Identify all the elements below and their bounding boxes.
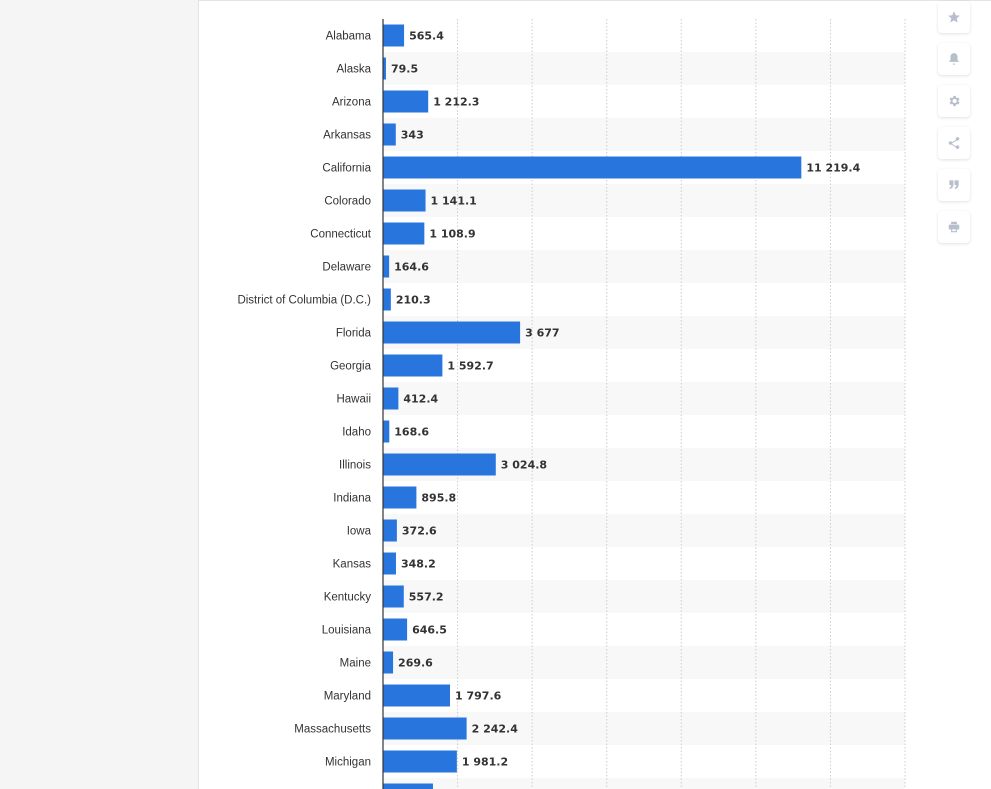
value-label: 372.6 bbox=[402, 525, 437, 538]
category-label: Delaware bbox=[322, 262, 371, 274]
value-label: 210.3 bbox=[396, 294, 431, 307]
value-label: 168.6 bbox=[394, 426, 429, 439]
row-band bbox=[383, 52, 905, 85]
category-label: Idaho bbox=[342, 427, 371, 439]
print-icon bbox=[947, 220, 961, 234]
share-button[interactable] bbox=[938, 127, 970, 159]
category-label: Arizona bbox=[332, 97, 372, 109]
chart-toolbar bbox=[938, 1, 971, 253]
bar[interactable] bbox=[383, 289, 391, 311]
gear-icon bbox=[947, 94, 961, 108]
bar[interactable] bbox=[383, 355, 442, 377]
category-label: Indiana bbox=[333, 493, 371, 505]
bar[interactable] bbox=[383, 388, 398, 410]
value-label: 343 bbox=[401, 129, 424, 142]
value-label: 1 141.1 bbox=[431, 195, 477, 208]
share-icon bbox=[947, 136, 961, 150]
bar[interactable] bbox=[383, 784, 433, 789]
value-label: 1 108.9 bbox=[429, 228, 475, 241]
value-label: 895.8 bbox=[421, 492, 456, 505]
value-label: 1 592.7 bbox=[447, 360, 493, 373]
category-label: Alaska bbox=[336, 64, 371, 76]
category-label: California bbox=[322, 163, 371, 175]
row-band bbox=[383, 250, 905, 283]
value-label: 565.4 bbox=[409, 30, 444, 43]
category-label: Maryland bbox=[324, 691, 371, 703]
notification-button[interactable] bbox=[938, 43, 970, 75]
bar[interactable] bbox=[383, 421, 389, 443]
bar[interactable] bbox=[383, 487, 416, 509]
bar[interactable] bbox=[383, 157, 801, 179]
value-label: 1 212.3 bbox=[433, 96, 479, 109]
row-band bbox=[383, 646, 905, 679]
value-label: 164.6 bbox=[394, 261, 429, 274]
value-label: 1 797.6 bbox=[455, 690, 502, 703]
category-label: Alabama bbox=[326, 31, 372, 43]
category-label: Georgia bbox=[330, 361, 372, 373]
category-label: Maine bbox=[340, 658, 371, 670]
bar[interactable] bbox=[383, 91, 428, 113]
chart-card: Alabama 565.4 Alaska 79.5 Arizona 1 212.3 Arka… bbox=[198, 0, 991, 789]
value-label: 412.4 bbox=[403, 393, 438, 406]
bar[interactable] bbox=[383, 223, 424, 245]
bar[interactable] bbox=[383, 718, 467, 740]
bell-icon bbox=[947, 52, 961, 66]
bar[interactable] bbox=[383, 553, 396, 575]
bar[interactable] bbox=[383, 652, 393, 674]
value-label: 269.6 bbox=[398, 657, 433, 670]
value-label: 646.5 bbox=[412, 624, 447, 637]
category-label: Kansas bbox=[333, 559, 372, 571]
bar[interactable] bbox=[383, 586, 404, 608]
value-label: 2 242.4 bbox=[472, 723, 519, 736]
value-label: 3 024.8 bbox=[501, 459, 547, 472]
category-label: Louisiana bbox=[322, 625, 372, 637]
category-label: Arkansas bbox=[323, 130, 371, 142]
value-label: 3 677 bbox=[525, 327, 559, 340]
cite-button[interactable] bbox=[938, 169, 970, 201]
row-band bbox=[383, 580, 905, 613]
star-icon bbox=[947, 10, 961, 24]
value-label: 557.2 bbox=[409, 591, 444, 604]
bar[interactable] bbox=[383, 520, 397, 542]
value-label: 79.5 bbox=[391, 63, 418, 76]
bar[interactable] bbox=[383, 124, 396, 146]
category-label: Connecticut bbox=[310, 229, 372, 241]
category-label: Florida bbox=[336, 328, 372, 340]
row-band bbox=[383, 382, 905, 415]
favorite-button[interactable] bbox=[938, 1, 970, 33]
bar[interactable] bbox=[383, 190, 426, 212]
category-label: Iowa bbox=[347, 526, 372, 538]
value-label: 11 219.4 bbox=[806, 162, 860, 175]
bar[interactable] bbox=[383, 751, 457, 773]
category-label: Kentucky bbox=[324, 592, 372, 604]
bar[interactable] bbox=[383, 322, 520, 344]
bar[interactable] bbox=[383, 685, 450, 707]
settings-button[interactable] bbox=[938, 85, 970, 117]
row-band bbox=[383, 778, 905, 789]
bar-chart: Alabama 565.4 Alaska 79.5 Arizona 1 212.3 Arka… bbox=[199, 1, 991, 789]
row-band bbox=[383, 514, 905, 547]
category-label: District of Columbia (D.C.) bbox=[237, 295, 371, 307]
print-button[interactable] bbox=[938, 211, 970, 243]
category-label: Colorado bbox=[324, 196, 371, 208]
bar[interactable] bbox=[383, 454, 496, 476]
category-label: Michigan bbox=[325, 757, 371, 769]
category-label: Massachusetts bbox=[294, 724, 371, 736]
value-label: 348.2 bbox=[401, 558, 436, 571]
value-label: 1 981.2 bbox=[462, 756, 508, 769]
bar[interactable] bbox=[383, 619, 407, 641]
quote-icon bbox=[947, 178, 961, 192]
row-band bbox=[383, 118, 905, 151]
bar[interactable] bbox=[383, 256, 389, 278]
category-label: Hawaii bbox=[336, 394, 371, 406]
bar[interactable] bbox=[383, 25, 404, 47]
category-label: Illinois bbox=[339, 460, 371, 472]
